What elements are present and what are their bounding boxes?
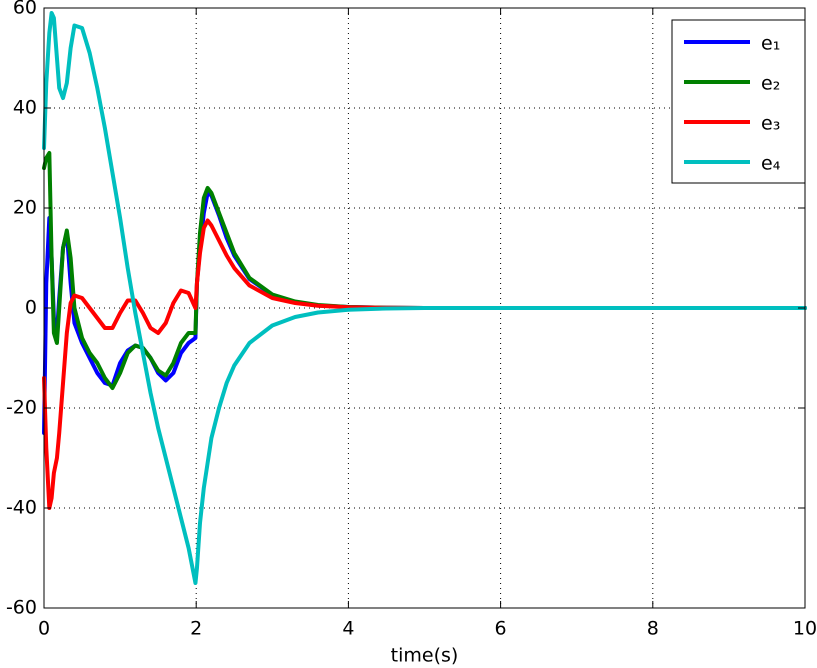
y-tick-label: -60 [6, 597, 37, 619]
legend-label: e₁ [761, 33, 780, 55]
y-tick-label: 0 [25, 297, 37, 319]
legend-label: e₃ [761, 113, 780, 135]
legend: e₁ e₂ e₃ e₄ [671, 19, 806, 184]
x-tick-label: 0 [38, 618, 50, 640]
legend-label: e₄ [761, 153, 781, 175]
lines [42, 11, 807, 585]
x-tick-label: 8 [647, 618, 659, 640]
legend-box [671, 19, 806, 184]
y-tick-label: 40 [13, 97, 37, 119]
y-tick-label: 20 [13, 197, 37, 219]
legend-label: e₂ [761, 73, 780, 95]
y-tick-label: -40 [6, 497, 37, 519]
y-tick-label: 60 [13, 0, 37, 19]
x-tick-label: 4 [342, 618, 354, 640]
x-tick-label: 2 [190, 618, 202, 640]
x-tick-label: 6 [495, 618, 507, 640]
x-axis-label: time(s) [391, 645, 459, 667]
data-line [42, 218, 807, 510]
y-tick-label: -20 [6, 397, 37, 419]
ticks: 0 2 4 6 8 10 -60 -40 -20 0 20 40 60 [6, 0, 817, 640]
data-line [42, 11, 807, 585]
x-tick-label: 10 [793, 618, 817, 640]
